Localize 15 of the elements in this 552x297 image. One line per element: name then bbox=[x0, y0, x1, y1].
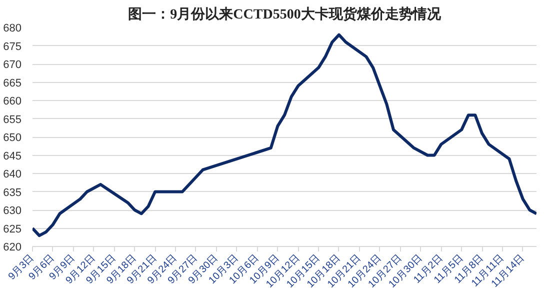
y-tick-label: 650 bbox=[3, 132, 22, 144]
y-tick-label: 655 bbox=[3, 114, 22, 126]
chart-title: 图一：9月份以来CCTD5500大卡现货煤价走势情况 bbox=[128, 6, 442, 22]
y-tick-label: 635 bbox=[3, 186, 22, 199]
y-tick-label: 620 bbox=[3, 242, 22, 254]
y-tick-label: 670 bbox=[3, 59, 22, 71]
y-tick-label: 675 bbox=[3, 40, 22, 53]
y-tick-label: 680 bbox=[3, 22, 22, 34]
y-tick-label: 630 bbox=[3, 205, 22, 217]
y-tick-label: 625 bbox=[3, 223, 22, 236]
y-tick-label: 665 bbox=[3, 77, 22, 90]
line-series bbox=[32, 33, 536, 238]
y-tick-label: 640 bbox=[3, 168, 22, 180]
y-tick-label: 660 bbox=[3, 96, 22, 108]
y-tick-label: 645 bbox=[3, 150, 22, 162]
